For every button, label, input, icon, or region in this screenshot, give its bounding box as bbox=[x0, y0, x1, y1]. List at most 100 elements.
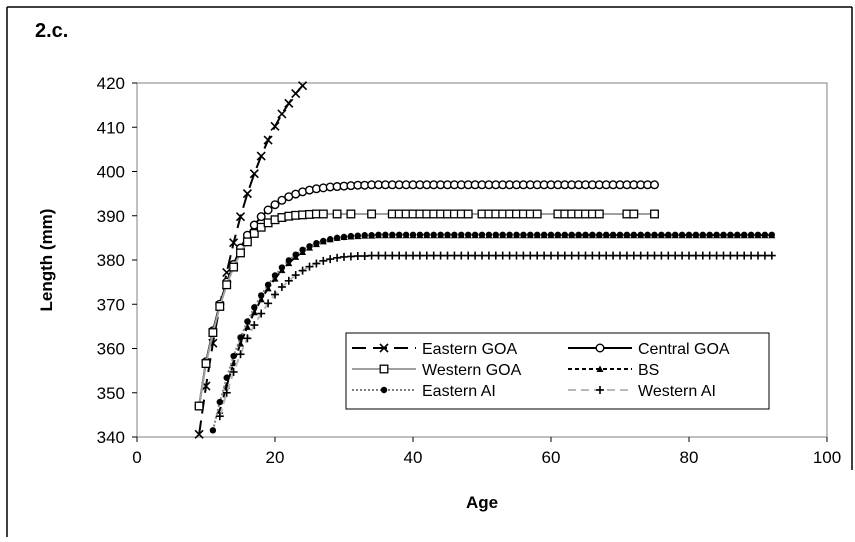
data-point bbox=[402, 231, 410, 238]
data-point bbox=[623, 231, 631, 238]
data-point bbox=[291, 89, 301, 99]
data-point bbox=[520, 231, 527, 238]
series-4 bbox=[209, 231, 775, 434]
data-point bbox=[264, 281, 272, 288]
data-point bbox=[236, 248, 245, 258]
data-point bbox=[596, 231, 603, 238]
data-point bbox=[242, 237, 252, 247]
data-point bbox=[678, 231, 686, 238]
data-point bbox=[416, 231, 424, 238]
data-point bbox=[375, 231, 382, 238]
x-tick-label: 40 bbox=[404, 448, 423, 467]
data-point bbox=[485, 231, 493, 238]
data-point bbox=[230, 352, 237, 360]
data-point bbox=[437, 231, 444, 238]
data-point bbox=[320, 237, 327, 245]
data-point bbox=[278, 264, 286, 271]
data-point bbox=[692, 231, 700, 238]
legend-label: Central GOA bbox=[638, 341, 730, 358]
data-point bbox=[229, 262, 239, 272]
legend: Eastern GOA Central GOA Western GOA BS Easte… bbox=[345, 332, 770, 410]
data-point bbox=[318, 209, 328, 219]
data-point bbox=[306, 243, 313, 250]
data-point bbox=[706, 231, 713, 238]
data-point bbox=[368, 232, 375, 239]
legend-item: Eastern AI bbox=[352, 383, 496, 400]
legend-marker bbox=[379, 364, 389, 374]
x-tick-label: 0 bbox=[132, 448, 141, 467]
data-point bbox=[264, 284, 272, 292]
data-point bbox=[222, 280, 232, 290]
legend-label: Eastern GOA bbox=[422, 341, 517, 358]
data-point bbox=[271, 272, 279, 279]
data-point bbox=[340, 233, 348, 241]
data-point bbox=[672, 231, 679, 238]
data-point bbox=[215, 302, 225, 311]
y-tick-label: 370 bbox=[97, 295, 125, 314]
data-point bbox=[761, 231, 769, 238]
legend-label: Western GOA bbox=[422, 362, 522, 379]
y-tick-label: 400 bbox=[97, 163, 125, 182]
data-point bbox=[720, 231, 727, 238]
data-point bbox=[658, 231, 665, 238]
y-tick-label: 360 bbox=[97, 340, 125, 359]
data-point bbox=[458, 231, 465, 238]
legend-label: Eastern AI bbox=[422, 383, 496, 400]
legend-marker bbox=[595, 343, 605, 353]
data-point bbox=[284, 98, 294, 108]
data-point bbox=[747, 231, 755, 238]
x-tick-label: 80 bbox=[680, 448, 699, 467]
series-2 bbox=[194, 209, 659, 411]
data-point bbox=[361, 232, 368, 239]
data-point bbox=[194, 429, 204, 439]
y-tick-label: 350 bbox=[97, 384, 125, 403]
data-point bbox=[270, 121, 280, 131]
data-point bbox=[298, 81, 308, 91]
data-point bbox=[554, 231, 562, 238]
data-point bbox=[644, 231, 651, 238]
data-point bbox=[650, 209, 659, 219]
data-point bbox=[250, 308, 258, 316]
data-point bbox=[256, 151, 266, 161]
data-point bbox=[423, 231, 430, 238]
data-point bbox=[513, 231, 520, 238]
data-point bbox=[256, 212, 266, 222]
legend-item: Eastern GOA bbox=[352, 341, 517, 358]
data-point bbox=[258, 292, 265, 299]
data-point bbox=[299, 246, 306, 254]
data-point bbox=[594, 209, 604, 219]
legend-box bbox=[345, 332, 770, 410]
data-point bbox=[665, 231, 672, 238]
data-point bbox=[616, 231, 624, 238]
data-point bbox=[727, 231, 734, 238]
data-point bbox=[527, 231, 534, 238]
data-point bbox=[629, 209, 639, 219]
x-axis-label: Age bbox=[466, 493, 498, 512]
data-point bbox=[409, 231, 417, 238]
legend-item: Western GOA bbox=[352, 362, 522, 379]
legend-marker bbox=[379, 343, 389, 353]
data-point bbox=[327, 236, 334, 243]
data-point bbox=[430, 231, 437, 238]
data-point bbox=[741, 231, 748, 238]
data-point bbox=[201, 381, 211, 391]
legend-label: BS bbox=[638, 362, 659, 379]
series-layer bbox=[194, 81, 776, 439]
data-point bbox=[244, 318, 251, 325]
data-point bbox=[367, 209, 377, 219]
data-point bbox=[229, 238, 239, 248]
legend-item: Western AI bbox=[568, 383, 716, 400]
data-point bbox=[242, 189, 252, 199]
data-point bbox=[532, 209, 542, 219]
series-line bbox=[198, 85, 304, 435]
data-point bbox=[650, 180, 660, 190]
data-point bbox=[478, 231, 486, 238]
data-point bbox=[582, 231, 589, 238]
x-tick-label: 20 bbox=[266, 448, 285, 467]
legend-label: Western AI bbox=[638, 383, 716, 400]
data-point bbox=[713, 231, 720, 238]
data-point bbox=[768, 231, 775, 238]
data-point bbox=[465, 231, 472, 238]
legend-marker bbox=[596, 365, 604, 372]
